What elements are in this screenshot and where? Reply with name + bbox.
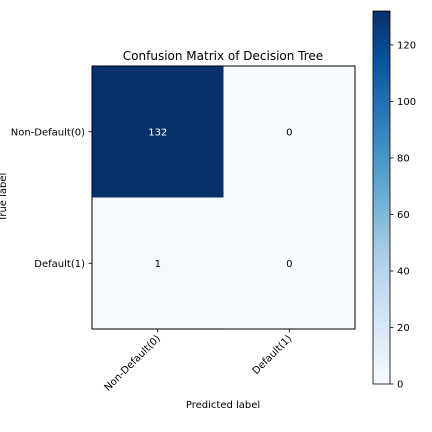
- cell-value-label: 0: [286, 127, 292, 138]
- colorbar-ticks: 0 20 40 60 80 100 120: [390, 40, 416, 391]
- y-tick-label: Default(1): [34, 259, 85, 270]
- y-tick-label: Non-Default(0): [11, 127, 85, 138]
- x-tick-label: Default(1): [251, 333, 295, 377]
- colorbar-tick-label: 80: [397, 153, 410, 164]
- colorbar-tick-label: 40: [397, 266, 410, 277]
- cell-value-label: 1: [155, 259, 161, 270]
- colorbar: [372, 10, 391, 385]
- y-axis-ticks: Non-Default(0) Default(1): [11, 127, 92, 270]
- x-tick-label: Non-Default(0): [103, 333, 163, 393]
- colorbar-tick-label: 100: [397, 97, 416, 108]
- colorbar-tick-label: 20: [397, 323, 410, 334]
- heatmap-cell: [223, 197, 355, 329]
- y-axis-label: True label: [0, 173, 9, 223]
- heatmap-cell: [223, 66, 355, 198]
- cell-value-labels: 132 0 1 0: [148, 127, 292, 270]
- chart-title: Confusion Matrix of Decision Tree: [123, 49, 323, 63]
- cell-value-label: 132: [148, 127, 167, 138]
- x-axis-label: Predicted label: [186, 400, 260, 411]
- colorbar-tick-label: 0: [397, 380, 403, 391]
- heatmap-cell: [92, 66, 224, 198]
- colorbar-tick-label: 60: [397, 210, 410, 221]
- heatmap-cells: [92, 66, 355, 329]
- plot-frame: [91, 65, 356, 330]
- cell-value-label: 0: [286, 259, 292, 270]
- x-axis-ticks: Non-Default(0) Default(1): [103, 329, 295, 394]
- colorbar-tick-label: 120: [397, 40, 416, 51]
- heatmap-cell: [92, 197, 224, 329]
